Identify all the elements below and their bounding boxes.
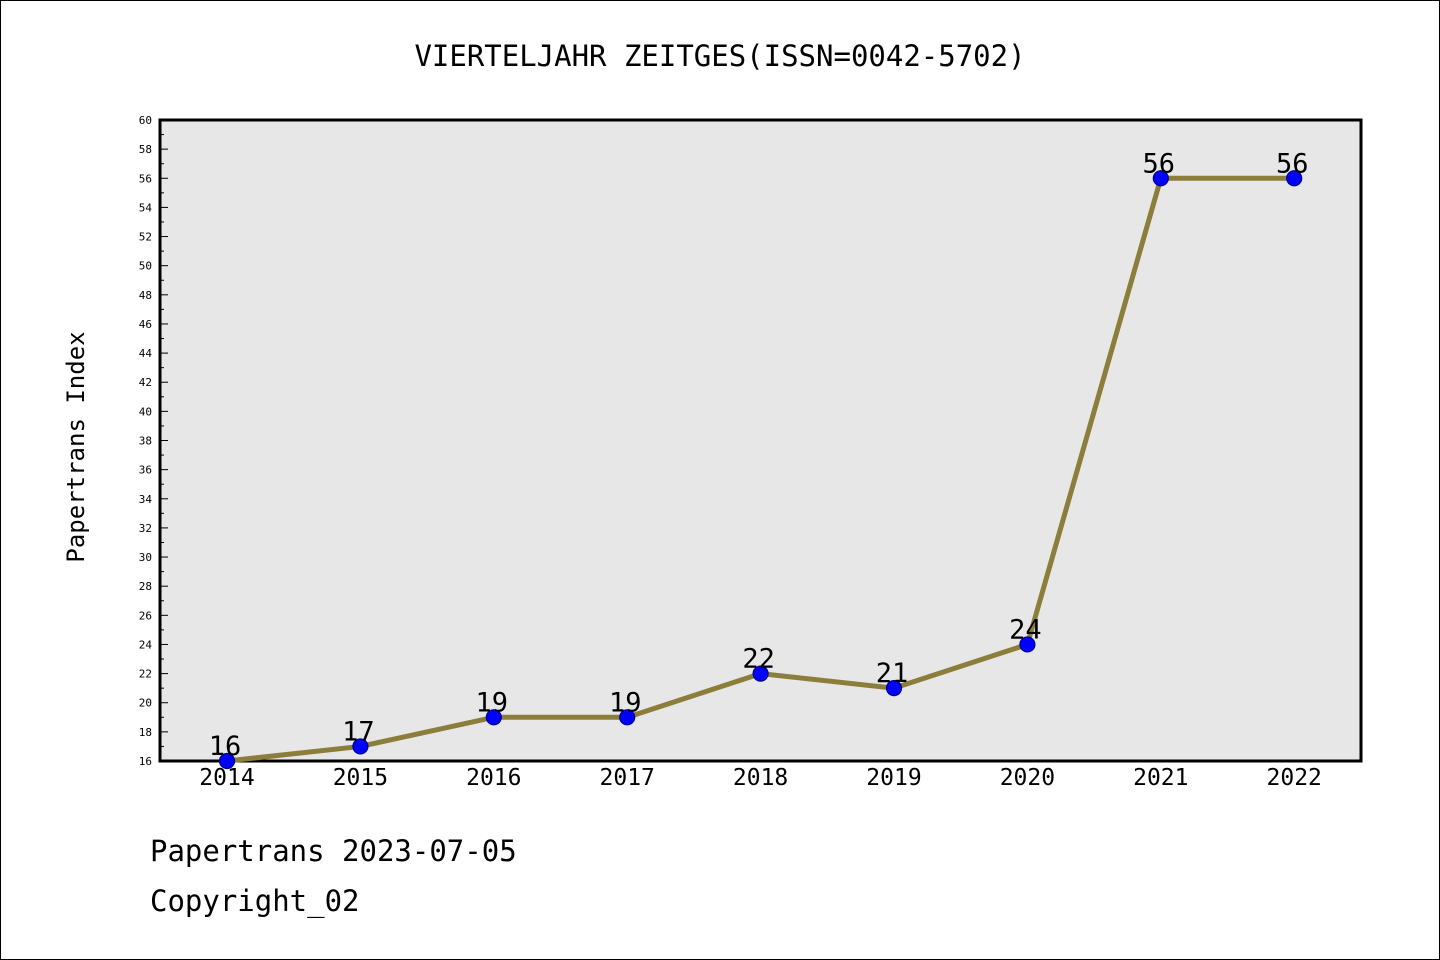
data-point — [485, 709, 502, 726]
x-tick-label: 2015 — [333, 765, 388, 791]
data-labels-layer: 16 17 19 19 22 21 24 56 56 — [209, 148, 1309, 762]
y-tick-label: 20 — [139, 697, 152, 710]
footer-date: Papertrans 2023-07-05 — [150, 834, 517, 868]
data-point — [885, 680, 903, 697]
x-tick-label: 2021 — [1133, 765, 1188, 791]
data-point — [1152, 170, 1169, 187]
data-label: 56 — [1143, 148, 1176, 179]
data-label: 24 — [1009, 614, 1042, 645]
y-tick-label: 46 — [139, 318, 152, 331]
y-tick-label: 48 — [139, 289, 152, 302]
x-tick-label: 2018 — [733, 765, 788, 791]
data-label: 22 — [742, 644, 775, 675]
footer-copyright: Copyright_02 — [150, 884, 360, 918]
x-axis-ticks: 2014 2015 2016 2017 2018 2019 2020 2021 2022 — [199, 765, 1322, 791]
y-tick-label: 50 — [139, 260, 152, 273]
y-tick-label: 32 — [139, 522, 152, 535]
y-tick-label: 54 — [139, 201, 153, 214]
plot-area — [158, 118, 1363, 763]
data-label: 19 — [476, 687, 509, 718]
x-tick-label: 2019 — [866, 765, 921, 791]
x-tick-label: 2017 — [600, 765, 655, 791]
data-point — [1019, 636, 1036, 653]
x-tick-label: 2022 — [1267, 765, 1322, 791]
y-tick-label: 60 — [139, 114, 152, 127]
y-tick-label: 16 — [139, 755, 152, 768]
y-tick-label: 22 — [139, 668, 152, 681]
chart-title: VIERTELJAHR ZEITGES(ISSN=0042-5702) — [414, 39, 1025, 73]
y-tick-label: 38 — [139, 435, 152, 448]
y-tick-label: 52 — [139, 231, 152, 244]
data-label: 19 — [609, 687, 642, 718]
data-point — [752, 665, 769, 682]
x-tick-label: 2016 — [466, 765, 521, 791]
data-point — [619, 709, 636, 726]
data-point — [218, 752, 236, 770]
y-tick-label: 30 — [139, 551, 152, 564]
y-tick-label: 24 — [139, 638, 153, 651]
data-label: 21 — [876, 658, 909, 689]
y-tick-label: 28 — [139, 580, 152, 593]
y-tick-label: 26 — [139, 609, 152, 622]
data-point — [352, 738, 369, 755]
y-tick-label: 42 — [139, 376, 152, 389]
data-point — [1286, 170, 1303, 187]
y-tick-label: 40 — [139, 405, 152, 418]
series-layer — [218, 170, 1303, 770]
x-tick-label: 2014 — [199, 765, 254, 791]
data-label: 56 — [1276, 148, 1309, 179]
y-tick-label: 36 — [139, 464, 152, 477]
x-tick-label: 2020 — [1000, 765, 1055, 791]
y-tick-label: 34 — [139, 493, 153, 506]
y-tick-label: 58 — [139, 143, 152, 156]
y-axis-label: Papertrans Index — [62, 331, 90, 562]
data-label: 17 — [342, 716, 375, 747]
y-axis-ticks: 16 18 20 22 24 26 28 30 32 34 36 38 40 42 44 46 48 50 52 54… — [139, 114, 168, 768]
data-label: 16 — [209, 731, 242, 762]
y-tick-label: 44 — [139, 347, 153, 360]
y-tick-label: 56 — [139, 172, 152, 185]
y-tick-label: 18 — [139, 726, 152, 739]
